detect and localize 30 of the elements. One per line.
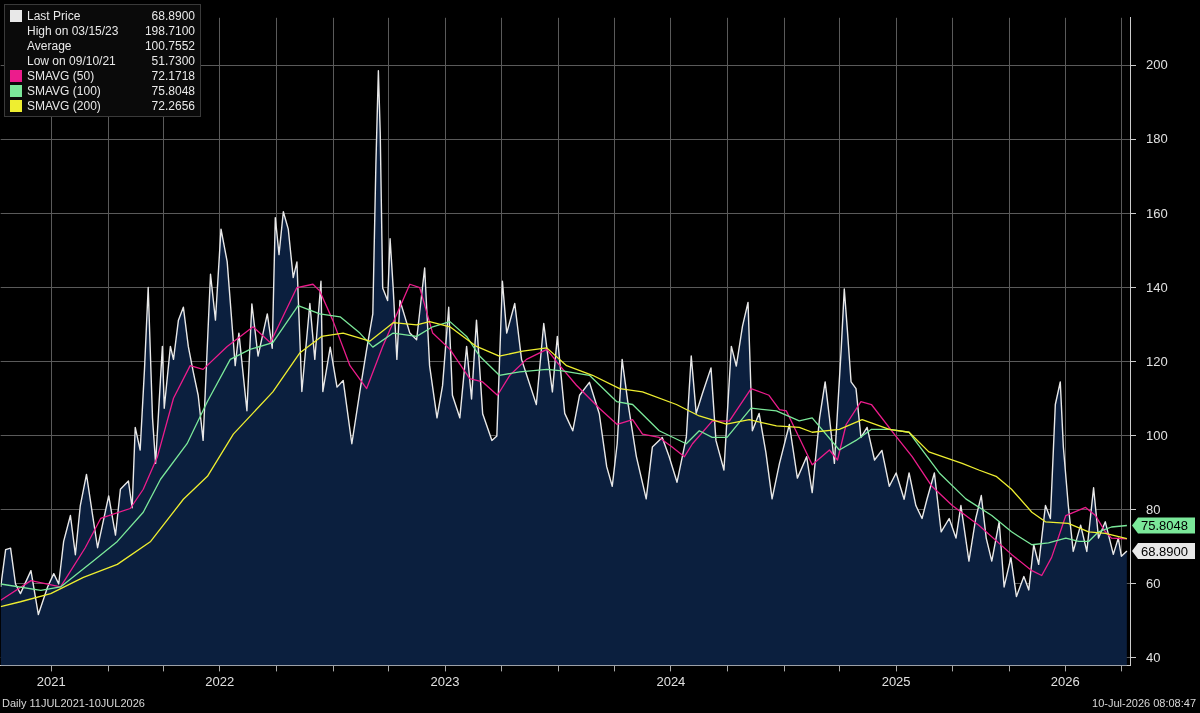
y-tick-label: 200 <box>1146 57 1168 73</box>
x-tick-label: 2022 <box>205 673 235 689</box>
y-tick-label: 60 <box>1146 575 1161 591</box>
text: 10-Jul-2026 08:08:47 <box>1092 697 1196 709</box>
y-tick-label: 140 <box>1146 279 1168 295</box>
x-tick-label: 2024 <box>656 673 686 689</box>
annotation: 72.2656 <box>151 98 195 113</box>
x-tick-label: 2023 <box>430 673 460 689</box>
y-tick-label: 160 <box>1146 205 1168 221</box>
y-tick-label: 180 <box>1146 131 1168 147</box>
y-tick-label: 120 <box>1146 353 1168 369</box>
annotation: 72.1718 <box>151 68 195 83</box>
annotation: 68.8900 <box>151 8 195 23</box>
text: Daily 11JUL2021-10JUL2026 <box>2 697 145 709</box>
x-tick-label: 2026 <box>1050 673 1080 689</box>
y-tick-label: 100 <box>1146 427 1168 443</box>
x-tick-label: 2025 <box>881 673 911 689</box>
legend-label: SMAVG (200) <box>27 98 102 113</box>
legend-label: SMAVG (50) <box>27 68 96 83</box>
text: 68.8900 <box>1141 543 1188 559</box>
x-tick-label: 2021 <box>36 673 66 689</box>
text: 75.8048 <box>1141 518 1188 534</box>
text: High on 03/15/23 198.7100 <box>27 23 195 38</box>
legend-label: Last Price <box>27 8 82 23</box>
annotation: 75.8048 <box>151 83 195 98</box>
y-tick-label: 80 <box>1146 501 1161 517</box>
text: Average 100.7552 <box>27 38 195 53</box>
legend-label: SMAVG (100) <box>27 83 102 98</box>
y-tick-label: 40 <box>1146 649 1161 665</box>
text: Low on 09/10/21 51.7300 <box>27 53 195 68</box>
